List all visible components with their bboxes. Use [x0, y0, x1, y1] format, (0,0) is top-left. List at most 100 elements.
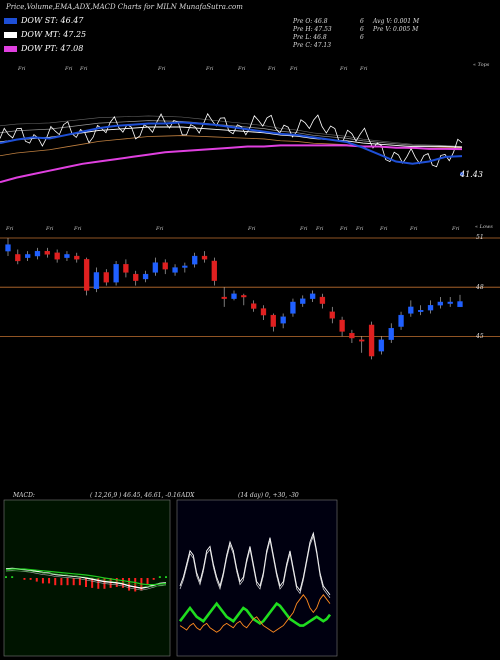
candle-body	[5, 244, 11, 252]
info-col2-b: 6	[360, 26, 364, 33]
candle-body	[319, 296, 326, 304]
top-date-label: Fri	[64, 66, 73, 72]
tops-axis-label: « Tops	[473, 62, 490, 68]
candle-body	[260, 308, 267, 316]
bottom-date-label: Fri	[339, 226, 348, 232]
candle-body	[339, 319, 345, 332]
bottom-date-label: Fri	[299, 226, 308, 232]
bottom-date-labels: Fri Fri Fri Fri Fri Fri Fri Fri Fri Fri Fri Fri	[5, 226, 460, 232]
candle-body	[408, 306, 414, 314]
bottom-date-label: Fri	[247, 226, 256, 232]
candle-body	[290, 301, 296, 314]
candle-body	[457, 301, 463, 308]
info-pre-open: Pre O: 46.8	[293, 18, 328, 25]
bottom-date-label: Fri	[451, 226, 460, 232]
bottom-date-label: Fri	[409, 226, 418, 232]
candle-body	[34, 250, 41, 257]
candle-body	[359, 339, 365, 342]
candle-body	[427, 305, 434, 311]
candle-body	[300, 298, 306, 304]
adx-line-adx	[179, 531, 331, 596]
candle-body	[74, 255, 80, 260]
adx-values: (14 day) 0, +30, -30	[238, 492, 299, 499]
info-pre-volume: Pre V: 0.005 M	[373, 26, 419, 33]
ema-line-dow-pt	[0, 144, 463, 184]
candle-body	[64, 254, 70, 258]
candle-body	[368, 324, 375, 357]
top-date-label: Fri	[267, 66, 276, 72]
candle-body	[349, 332, 355, 339]
bottom-date-label: Fri	[155, 226, 164, 232]
candle-body	[172, 267, 178, 273]
candle-body	[123, 264, 129, 273]
candle-body	[388, 328, 394, 340]
info-col2-c: 6	[360, 34, 364, 41]
candle-body	[113, 264, 119, 283]
legend-label-st: DOW ST: 46.47	[21, 16, 84, 25]
legend-label-pt: DOW PT: 47.08	[21, 44, 84, 53]
top-date-label: Fri	[237, 66, 246, 72]
info-avg-volume: Avg V: 0.001 M	[373, 18, 420, 25]
candle-body	[44, 250, 50, 255]
ema-dark-grey-line	[0, 115, 463, 147]
bottom-date-label: Fri	[73, 226, 82, 232]
bottom-date-label: Fri	[5, 226, 14, 232]
ema-lines	[0, 112, 464, 184]
adx-line-plusminus-di	[178, 601, 332, 627]
candle-body	[280, 316, 286, 324]
adx-line-minus-di	[179, 594, 331, 633]
legend-dow-pt: DOW PT: 47.08	[4, 44, 83, 53]
chart-title: Price,Volume,EMA,ADX,MACD Charts for MIL…	[6, 3, 243, 11]
level-label-45: 45	[476, 333, 484, 340]
info-col2-a: 6	[360, 18, 364, 25]
top-date-label: Fri	[205, 66, 214, 72]
candle-body	[54, 252, 60, 260]
legend-dow-st: DOW ST: 46.47	[4, 16, 83, 25]
candle-body	[329, 311, 335, 319]
candle-body	[447, 301, 453, 304]
ema-grey-line	[0, 120, 463, 148]
top-date-label: Fri	[17, 66, 26, 72]
candle-body	[201, 255, 208, 260]
bottom-date-label: Fri	[379, 226, 388, 232]
candle-body	[418, 310, 424, 312]
candle-body	[398, 314, 404, 327]
candle-body	[142, 273, 149, 280]
candle-body	[251, 303, 257, 309]
candle-body	[231, 293, 237, 299]
candle-body	[270, 314, 276, 327]
macd-line-macd-shadow	[5, 570, 167, 591]
candle-body	[103, 272, 109, 283]
top-date-label: Fri	[79, 66, 88, 72]
bottom-date-label: Fri	[315, 226, 324, 232]
top-date-label: Fri	[359, 66, 368, 72]
candle-body	[25, 254, 31, 258]
adx-lines	[178, 531, 332, 633]
macd-values: ( 12,26,9 ) 46.45, 46.61, -0.16	[90, 492, 181, 499]
macd-lines	[5, 567, 167, 592]
macd-label: MACD:	[13, 492, 35, 499]
level-label-48: 48	[476, 284, 484, 291]
candle-body	[182, 265, 188, 268]
bottom-date-label: Fri	[45, 226, 54, 232]
info-pre-low: Pre L: 46.8	[293, 34, 327, 41]
top-date-labels: Fri Fri Fri Fri Fri Fri Fri Fri Fri Fri	[17, 66, 368, 72]
macd-line-macd	[5, 567, 167, 589]
candle-body	[133, 273, 139, 281]
top-date-label: Fri	[339, 66, 348, 72]
candlesticks	[0, 237, 500, 360]
info-pre-close: Pre C: 47.13	[293, 42, 332, 49]
adx-line-shadow	[179, 534, 331, 599]
candle-body	[221, 296, 227, 299]
ema-line-dow-st	[0, 121, 463, 165]
macd-line-signal	[5, 568, 167, 586]
legend-swatch-mt	[4, 31, 17, 38]
candle-body	[378, 339, 385, 352]
price-line	[0, 112, 463, 168]
info-pre-high: Pre H: 47.53	[293, 26, 332, 33]
top-date-label: Fri	[157, 66, 166, 72]
legend-label-mt: DOW MT: 47.25	[21, 30, 87, 39]
legend-dow-mt: DOW MT: 47.25	[4, 30, 86, 39]
bottom-date-label: Fri	[355, 226, 364, 232]
